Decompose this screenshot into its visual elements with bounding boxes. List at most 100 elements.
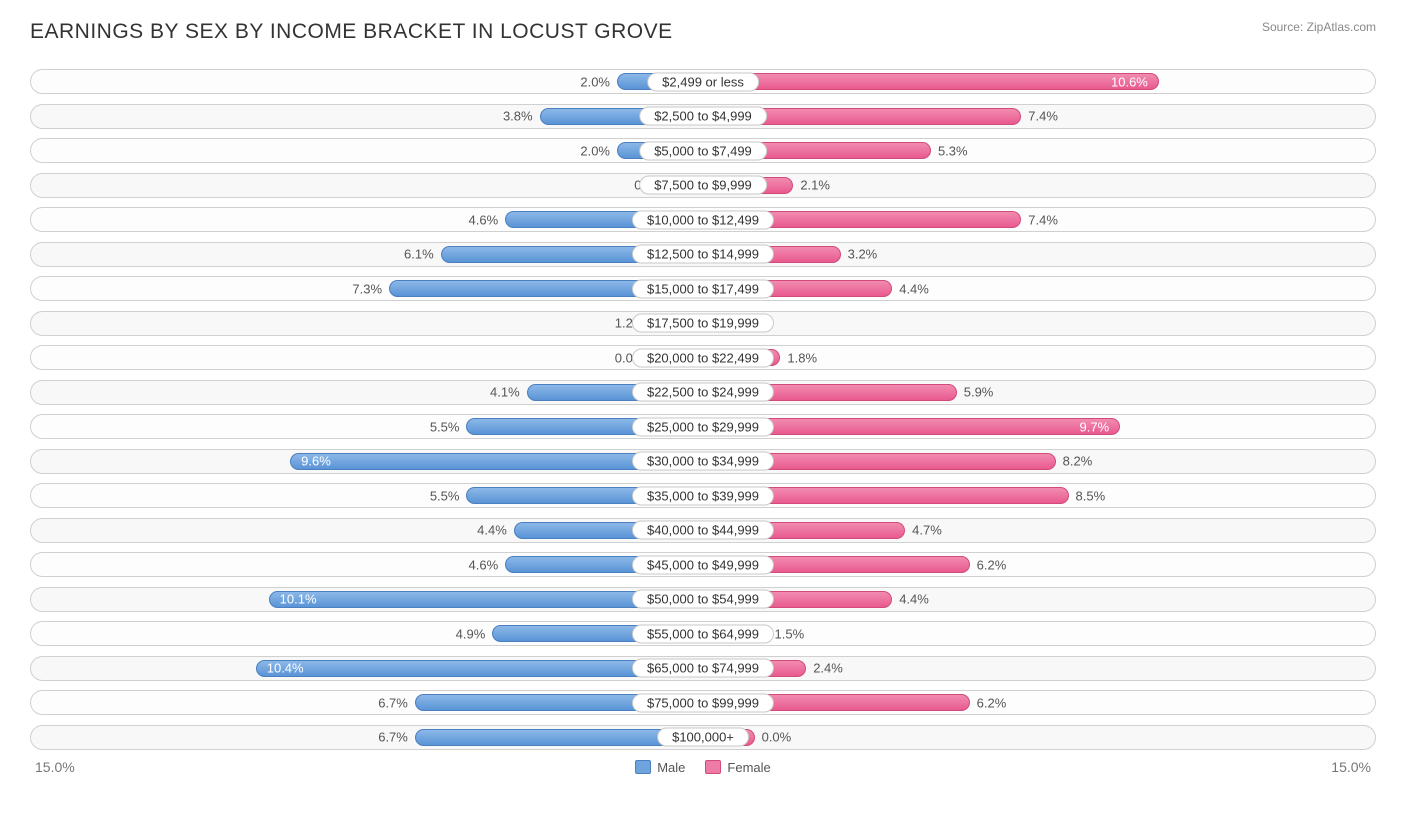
male-bar-container: 4.4% <box>58 522 703 539</box>
male-pct-label: 7.3% <box>352 281 382 296</box>
butterfly-chart: 2.0%10.6%$2,499 or less3.8%7.4%$2,500 to… <box>30 69 1376 750</box>
male-bar-container: 4.1% <box>58 384 703 401</box>
female-bar-container: 0.29% <box>703 315 1348 332</box>
female-bar-container: 8.5% <box>703 487 1348 504</box>
male-pct-label: 6.7% <box>378 695 408 710</box>
chart-footer: 15.0% Male Female 15.0% <box>30 759 1376 775</box>
category-pill: $30,000 to $34,999 <box>632 452 774 471</box>
category-pill: $2,499 or less <box>647 72 759 91</box>
chart-row: 5.5% 9.7% $25,000 to $29,999 <box>30 414 1376 439</box>
male-bar-container: 0.0% <box>58 349 703 366</box>
chart-row: 4.6% 6.2% $45,000 to $49,999 <box>30 552 1376 577</box>
female-pct-label: 0.0% <box>762 730 792 745</box>
category-pill: $45,000 to $49,999 <box>632 555 774 574</box>
female-pct-label: 5.3% <box>938 143 968 158</box>
female-pct-label: 7.4% <box>1028 212 1058 227</box>
chart-row: 9.6% 8.2%$30,000 to $34,999 <box>30 449 1376 474</box>
female-pct-label: 2.1% <box>800 178 830 193</box>
chart-row: 4.1%5.9%$22,500 to $24,999 <box>30 380 1376 405</box>
male-pct-label: 10.1% <box>280 592 317 607</box>
male-bar-container: 4.6% <box>58 556 703 573</box>
chart-source: Source: ZipAtlas.com <box>1262 20 1376 34</box>
male-bar-container: 10.1% <box>58 591 703 608</box>
category-pill: $35,000 to $39,999 <box>632 486 774 505</box>
female-bar-container: 4.7% <box>703 522 1348 539</box>
male-bar-container: 6.7% <box>58 694 703 711</box>
chart-row: 5.5% 8.5% $35,000 to $39,999 <box>30 483 1376 508</box>
female-bar-container: 3.2% <box>703 246 1348 263</box>
female-pct-label: 4.4% <box>899 281 929 296</box>
male-pct-label: 4.1% <box>490 385 520 400</box>
category-pill: $12,500 to $14,999 <box>632 245 774 264</box>
male-pct-label: 3.8% <box>503 109 533 124</box>
male-bar-container: 5.5% <box>58 487 703 504</box>
female-pct-label: 2.4% <box>813 661 843 676</box>
chart-row: 6.7% 0.0% $100,000+ <box>30 725 1376 750</box>
chart-row: 1.2%0.29%$17,500 to $19,999 <box>30 311 1376 336</box>
category-pill: $75,000 to $99,999 <box>632 693 774 712</box>
female-pct-label: 1.8% <box>787 350 817 365</box>
chart-row: 2.0%5.3%$5,000 to $7,499 <box>30 138 1376 163</box>
category-pill: $55,000 to $64,999 <box>632 624 774 643</box>
female-pct-label: 1.5% <box>775 626 805 641</box>
category-pill: $10,000 to $12,499 <box>632 210 774 229</box>
female-pct-label: 6.2% <box>977 557 1007 572</box>
male-bar-container: 6.7% <box>58 729 703 746</box>
chart-row: 4.9%1.5%$55,000 to $64,999 <box>30 621 1376 646</box>
female-bar-container: 7.4% <box>703 211 1348 228</box>
female-pct-label: 4.4% <box>899 592 929 607</box>
female-bar-container: 8.2% <box>703 453 1348 470</box>
category-pill: $20,000 to $22,499 <box>632 348 774 367</box>
chart-title: EARNINGS BY SEX BY INCOME BRACKET IN LOC… <box>30 20 673 44</box>
female-pct-label: 9.7% <box>1080 419 1110 434</box>
chart-row: 6.7%6.2%$75,000 to $99,999 <box>30 690 1376 715</box>
category-pill: $100,000+ <box>657 728 749 747</box>
category-pill: $7,500 to $9,999 <box>639 176 767 195</box>
male-bar-container: 7.3% <box>58 280 703 297</box>
legend-swatch-male <box>635 760 651 774</box>
male-bar-container: 10.4% <box>58 660 703 677</box>
female-pct-label: 4.7% <box>912 523 942 538</box>
female-bar-container: 1.5% <box>703 625 1348 642</box>
male-bar-container: 6.1% <box>58 246 703 263</box>
female-pct-label: 8.5% <box>1076 488 1106 503</box>
male-bar-container: 2.0% <box>58 73 703 90</box>
male-pct-label: 5.5% <box>430 488 460 503</box>
legend-label-male: Male <box>657 760 685 775</box>
female-bar-container: 0.0% <box>703 729 1348 746</box>
category-pill: $15,000 to $17,499 <box>632 279 774 298</box>
male-bar-container: 4.6% <box>58 211 703 228</box>
male-bar-container: 3.8% <box>58 108 703 125</box>
chart-row: 4.6% 7.4% $10,000 to $12,499 <box>30 207 1376 232</box>
female-pct-label: 5.9% <box>964 385 994 400</box>
chart-row: 2.0% 10.6% $2,499 or less <box>30 69 1376 94</box>
legend-item-female: Female <box>705 760 770 775</box>
female-pct-label: 7.4% <box>1028 109 1058 124</box>
male-pct-label: 5.5% <box>430 419 460 434</box>
legend: Male Female <box>635 760 771 775</box>
chart-row: 6.1% 3.2% $12,500 to $14,999 <box>30 242 1376 267</box>
legend-swatch-female <box>705 760 721 774</box>
female-bar-container: 7.4% <box>703 108 1348 125</box>
axis-left-max: 15.0% <box>35 759 75 775</box>
female-bar-container: 5.9% <box>703 384 1348 401</box>
male-pct-label: 4.4% <box>477 523 507 538</box>
female-bar-container: 4.4% <box>703 280 1348 297</box>
male-pct-label: 2.0% <box>580 74 610 89</box>
category-pill: $40,000 to $44,999 <box>632 521 774 540</box>
axis-right-max: 15.0% <box>1331 759 1371 775</box>
male-pct-label: 9.6% <box>301 454 331 469</box>
male-bar-container: 1.2% <box>58 315 703 332</box>
female-bar: 10.6% <box>703 73 1159 90</box>
female-pct-label: 10.6% <box>1111 74 1148 89</box>
male-pct-label: 4.6% <box>469 557 499 572</box>
chart-row: 3.8%7.4%$2,500 to $4,999 <box>30 104 1376 129</box>
female-bar-container: 4.4% <box>703 591 1348 608</box>
category-pill: $5,000 to $7,499 <box>639 141 767 160</box>
female-pct-label: 3.2% <box>848 247 878 262</box>
male-pct-label: 6.1% <box>404 247 434 262</box>
male-bar-container: 5.5% <box>58 418 703 435</box>
female-bar-container: 9.7% <box>703 418 1348 435</box>
female-bar-container: 5.3% <box>703 142 1348 159</box>
category-pill: $25,000 to $29,999 <box>632 417 774 436</box>
